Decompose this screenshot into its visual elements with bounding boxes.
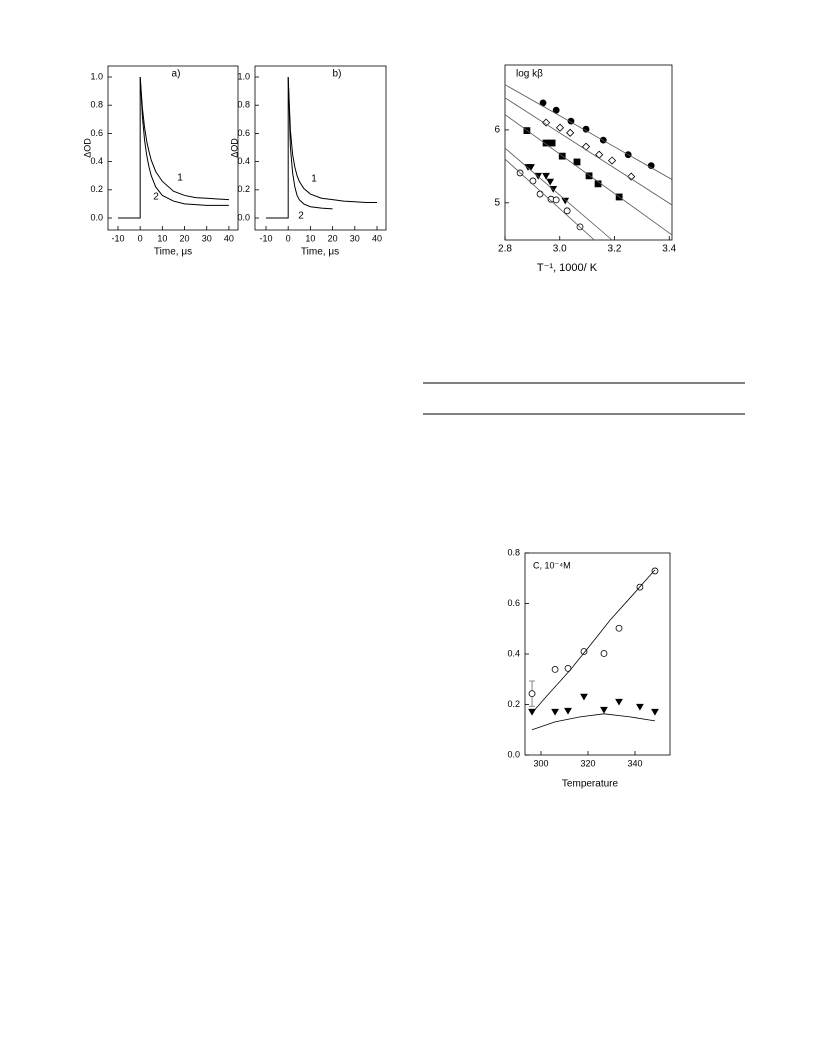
x-tick-label: 2.8 <box>498 244 512 255</box>
fit-line <box>531 713 656 731</box>
x-tick-label: 320 <box>580 758 595 768</box>
x-tick-label: 10 <box>305 233 315 243</box>
x-tick-label: 30 <box>202 233 212 243</box>
point <box>542 172 550 180</box>
curve-label: 1 <box>177 173 183 184</box>
x-tick-label: 0 <box>286 233 291 243</box>
y-axis-label: ΔOD <box>82 138 92 158</box>
panel-label: a) <box>172 69 181 80</box>
point <box>651 567 659 575</box>
y-tick-label: 0.0 <box>237 212 250 222</box>
point <box>600 650 608 657</box>
x-tick-label: 340 <box>627 758 642 768</box>
y-tick-label: 0.2 <box>507 699 520 709</box>
x-tick-label: 0 <box>138 233 143 243</box>
fit-line <box>504 97 673 206</box>
y-tick-label: 6 <box>494 125 500 136</box>
y-tick-label: 0.0 <box>90 212 103 222</box>
point <box>573 158 581 166</box>
x-tick-label: 3.2 <box>608 244 622 255</box>
y-tick-label: 0.2 <box>90 184 103 194</box>
y-tick-label: 0.8 <box>507 547 520 557</box>
x-tick-label: 20 <box>328 233 338 243</box>
plot-frame <box>504 64 673 241</box>
point <box>548 139 556 147</box>
point <box>651 708 659 716</box>
point <box>600 706 608 714</box>
y-tick-label: 0.4 <box>237 156 250 166</box>
x-axis-label: Time, μs <box>154 247 192 258</box>
x-tick-label: -10 <box>259 233 272 243</box>
decay-curve <box>117 76 229 219</box>
y-axis-label: log kβ <box>516 69 543 80</box>
y-tick-label: 0.2 <box>237 184 250 194</box>
fit-line <box>531 569 656 714</box>
y-tick-label: 0.8 <box>237 100 250 110</box>
point <box>541 118 551 127</box>
plot-frame <box>107 65 239 231</box>
point <box>580 648 588 655</box>
point <box>581 142 591 151</box>
point <box>536 190 544 198</box>
point <box>564 664 572 672</box>
fit-line <box>504 147 613 241</box>
x-tick-label: 30 <box>350 233 360 243</box>
plot-frame <box>254 65 387 231</box>
x-tick-label: 3.0 <box>553 244 567 255</box>
point <box>563 207 571 215</box>
point <box>527 164 535 171</box>
y-axis-label: ΔOD <box>229 138 239 158</box>
panel-label: b) <box>333 69 342 80</box>
x-tick-label: 3.4 <box>662 244 676 255</box>
point <box>561 197 570 205</box>
curve-label: 2 <box>298 211 304 222</box>
point <box>636 703 644 711</box>
x-tick-label: 10 <box>157 233 167 243</box>
point <box>585 172 593 180</box>
y-tick-label: 0.6 <box>237 128 250 138</box>
y-tick-label: 0.4 <box>507 648 520 658</box>
x-axis-label: Temperature <box>562 779 619 790</box>
y-tick-label: 1.0 <box>237 71 250 81</box>
y-tick-label: 0.6 <box>507 598 520 608</box>
decay-curve <box>139 76 229 206</box>
x-axis-label: T⁻¹, 1000/ K <box>537 262 598 274</box>
point <box>627 172 636 181</box>
y-tick-label: 0.0 <box>507 749 520 759</box>
curve-label: 1 <box>311 174 317 185</box>
fit-line <box>504 114 673 236</box>
y-tick-label: 5 <box>494 197 500 208</box>
x-tick-label: -10 <box>111 233 124 243</box>
x-tick-label: 300 <box>533 758 548 768</box>
y-axis-label: C, 10⁻⁴M <box>533 560 571 570</box>
point <box>528 690 536 698</box>
decay-curve <box>265 76 378 219</box>
x-tick-label: 20 <box>180 233 190 243</box>
point <box>607 156 617 165</box>
x-axis-label: Time, μs <box>301 247 339 258</box>
point <box>551 666 559 673</box>
x-tick-label: 40 <box>224 233 234 243</box>
x-tick-label: 40 <box>372 233 382 243</box>
point <box>555 123 565 132</box>
curve-label: 2 <box>153 192 159 203</box>
point <box>552 196 560 204</box>
y-tick-label: 1.0 <box>90 71 103 81</box>
decay-curve <box>287 76 333 210</box>
point <box>564 707 572 715</box>
point <box>615 624 623 632</box>
point <box>615 698 623 706</box>
y-tick-label: 0.8 <box>90 100 103 110</box>
point <box>529 177 537 185</box>
fit-line <box>504 84 673 180</box>
point <box>566 128 575 137</box>
fit-line <box>504 158 595 241</box>
point <box>551 708 559 716</box>
point <box>580 693 588 701</box>
point <box>552 106 560 114</box>
y-tick-label: 0.4 <box>90 156 103 166</box>
point <box>546 178 555 186</box>
y-tick-label: 0.6 <box>90 128 103 138</box>
